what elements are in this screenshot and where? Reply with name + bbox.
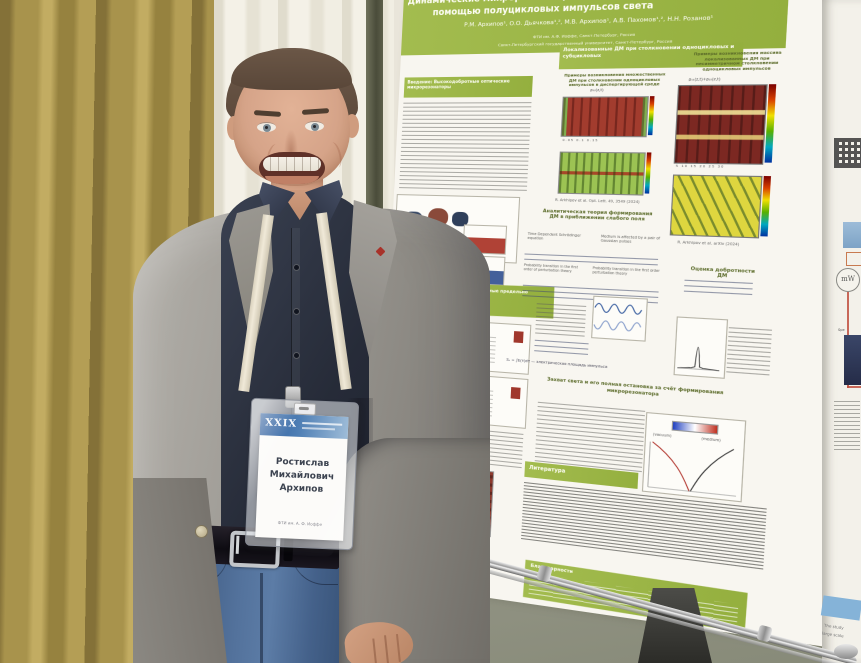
citation-2: R. Arkhipov et al. arXiv (2024): [677, 240, 740, 247]
spectrometer-label: Spe: [838, 328, 845, 332]
spectrum-plot-svg: [675, 318, 725, 376]
fig1-ticks: 0.05 0.1 0.15: [562, 137, 599, 143]
examples-left-heading: Примеры возникновения множественных ДМ п…: [564, 71, 666, 88]
spectrum-caption: [726, 326, 773, 376]
badge-plastic-glare: [245, 398, 359, 550]
colorbar-1: [647, 96, 655, 136]
fig1-title: ρ₁₂(z,t): [590, 87, 604, 93]
medium-label: Medium is affected by a pair of Gaussian…: [600, 234, 661, 245]
teeth: [263, 157, 321, 171]
electric-area-line: Sₑ = ∫E(τ)dτ — электрическая площадь имп…: [506, 357, 608, 370]
stand-foot: [834, 644, 858, 659]
pulse-marker-red-2: [510, 387, 521, 400]
theory-heading: Аналитическая теория формирования ДМ в п…: [542, 209, 653, 224]
fig2-ticks: 5 10 15 20 25 30: [675, 163, 725, 169]
trapping-text-block: [534, 400, 646, 473]
tdse-label: Time Dependent Schrödinger equation: [527, 231, 582, 241]
sine-plot-svg: [592, 297, 644, 338]
finger-line-2: [384, 635, 389, 663]
pupil-left: [264, 125, 269, 130]
vacuum-label: (vacuum): [652, 432, 672, 439]
lower-lip: [265, 176, 319, 184]
trapping-colorbar: [671, 420, 719, 435]
buckle-prong: [235, 535, 240, 554]
population-text: [535, 302, 587, 337]
trapping-heading: Захват света и его полная остановка за с…: [546, 377, 724, 398]
side-caption-lines: [834, 398, 860, 450]
pupil-right: [312, 124, 317, 129]
jeans-fly-seam: [260, 573, 263, 663]
eye-right: [305, 121, 324, 131]
colorbar-2: [644, 152, 652, 194]
trapping-plot: (vacuum) (medium): [641, 412, 747, 503]
qr-code: [834, 138, 861, 168]
spectrometer-image: [844, 335, 861, 385]
badge: XXIX Ростислав Михайлович Архипов ФТИ им…: [244, 397, 360, 551]
side-blue-bar: [820, 595, 861, 621]
sine-plot: [591, 295, 648, 342]
finger-line-3: [395, 634, 401, 663]
mw-node: mW: [836, 268, 860, 292]
references-label: Литература: [528, 464, 566, 475]
nose-shadow: [283, 126, 299, 158]
shirt-button-3: [293, 352, 300, 359]
probability-label-2: Probability transition in the first orde…: [592, 265, 660, 276]
pulse-marker-red-1: [513, 331, 524, 344]
side-caption-2: large scale: [821, 630, 844, 639]
formula-row-3: [534, 338, 589, 355]
iris-right: [310, 122, 319, 131]
side-caption-1: The study: [823, 622, 845, 631]
heatmap-collision-red: [560, 96, 649, 138]
blazer-button: [195, 525, 208, 538]
heatmap-array-yellow: [669, 174, 763, 239]
q-factor-formula: [683, 278, 753, 296]
heatmap-collision-green: [557, 151, 646, 196]
connector-line-h: [847, 386, 861, 388]
photo-thumbnail-blue: [843, 222, 861, 248]
trapping-curves-svg: [643, 439, 741, 499]
person: XXIX Ростислав Михайлович Архипов ФТИ им…: [133, 38, 490, 663]
citation-1: R. Arkhipov et al. Opt. Lett. 49, 3549 (…: [554, 197, 640, 205]
probability-label-1: Probability transition in the first orde…: [523, 262, 579, 274]
heatmap-array-darkred: [673, 84, 768, 165]
fig2-title: ρ₁₁(z,t)+ρ₂₂(z,t): [688, 76, 721, 82]
shirt-button-1: [293, 264, 300, 271]
shirt-button-2: [293, 308, 300, 315]
diagram-box-orange: [846, 252, 861, 266]
medium-region-label: (medium): [701, 436, 721, 443]
hair-front: [231, 50, 352, 90]
examples-right-heading: Примеры возникновения массива локализова…: [693, 49, 782, 72]
iris-left: [262, 123, 271, 132]
spectrum-plot: [673, 316, 729, 379]
eye-left: [257, 122, 276, 132]
finger-line-1: [372, 638, 377, 663]
side-poster-sheet: mW Spe The study large scale: [820, 0, 861, 663]
